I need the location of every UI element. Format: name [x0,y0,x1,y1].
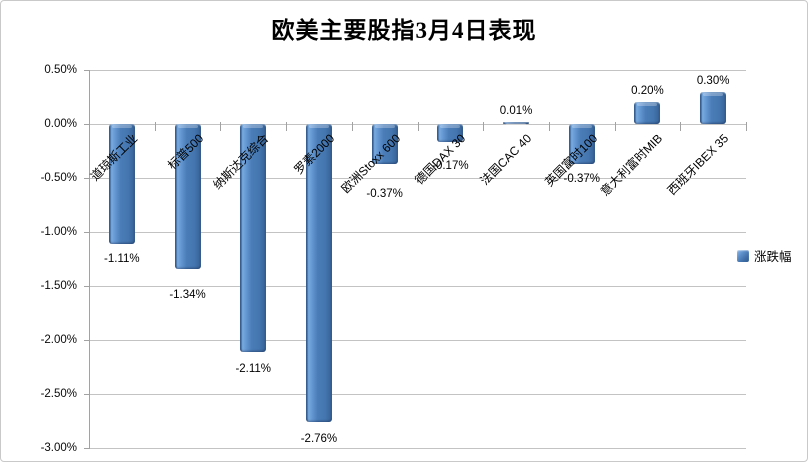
x-axis-tick [680,122,682,131]
y-axis-label: -1.50% [40,280,77,292]
bar-data-label: -0.37% [366,187,403,200]
gridline [89,232,746,233]
x-axis-tick [220,122,222,131]
x-axis-tick [614,122,616,131]
x-axis-tick [286,122,288,131]
x-axis-tick [417,122,419,131]
y-axis-label: 0.00% [44,118,77,130]
y-axis-label: -1.00% [40,226,77,238]
gridline [89,70,746,71]
y-axis-tick [84,340,89,341]
y-axis-tick [84,70,89,71]
bar-data-label: -0.37% [563,172,600,185]
y-axis-tick [84,286,89,287]
y-axis-tick [84,124,89,125]
y-axis-tick [84,178,89,179]
gridline [89,178,746,179]
y-axis-tick [84,394,89,395]
bar-data-label: 0.01% [499,105,533,117]
bar-data-label: -0.17% [432,160,469,173]
bar [634,102,661,124]
y-axis-label: -3.00% [40,442,77,454]
y-axis-line [89,70,90,449]
y-axis-label: 0.50% [44,64,77,76]
y-axis-label: -0.50% [40,172,77,184]
category-label: 纳斯达克综合 [210,131,272,193]
y-axis-label: -2.00% [40,334,77,346]
bar [503,122,530,126]
bar-data-label: 0.20% [631,85,664,98]
bar [568,124,595,164]
bar-data-label: -1.34% [169,288,206,301]
x-axis-tick [746,122,747,131]
y-axis-tick [84,448,89,449]
gridline [89,394,746,395]
bar [174,124,201,269]
legend-series-label: 涨跌幅 [754,250,792,264]
legend: 涨跌幅 [737,246,792,265]
x-axis-tick [548,122,550,131]
bar [240,124,267,352]
bar [437,124,464,143]
y-axis-label: -2.50% [40,388,77,400]
bar [371,124,398,164]
x-axis-tick [154,122,156,131]
bar-data-label: -2.76% [300,433,338,446]
x-axis-tick [351,122,353,131]
bar-data-label: -1.11% [104,252,140,265]
bar [108,124,135,244]
bar [305,124,332,423]
gridline [89,286,746,287]
legend-series-marker-icon [737,249,749,262]
gridline [89,340,746,341]
y-axis-tick [84,232,89,233]
bar-data-label: -2.11% [235,362,272,375]
bar-data-label: 0.30% [696,74,730,87]
x-axis-tick [483,122,485,131]
x-axis-tick [89,122,90,131]
chart-title: 欧美主要股指3月4日表现 [271,18,537,43]
bar [700,91,727,124]
gridline [89,448,746,449]
